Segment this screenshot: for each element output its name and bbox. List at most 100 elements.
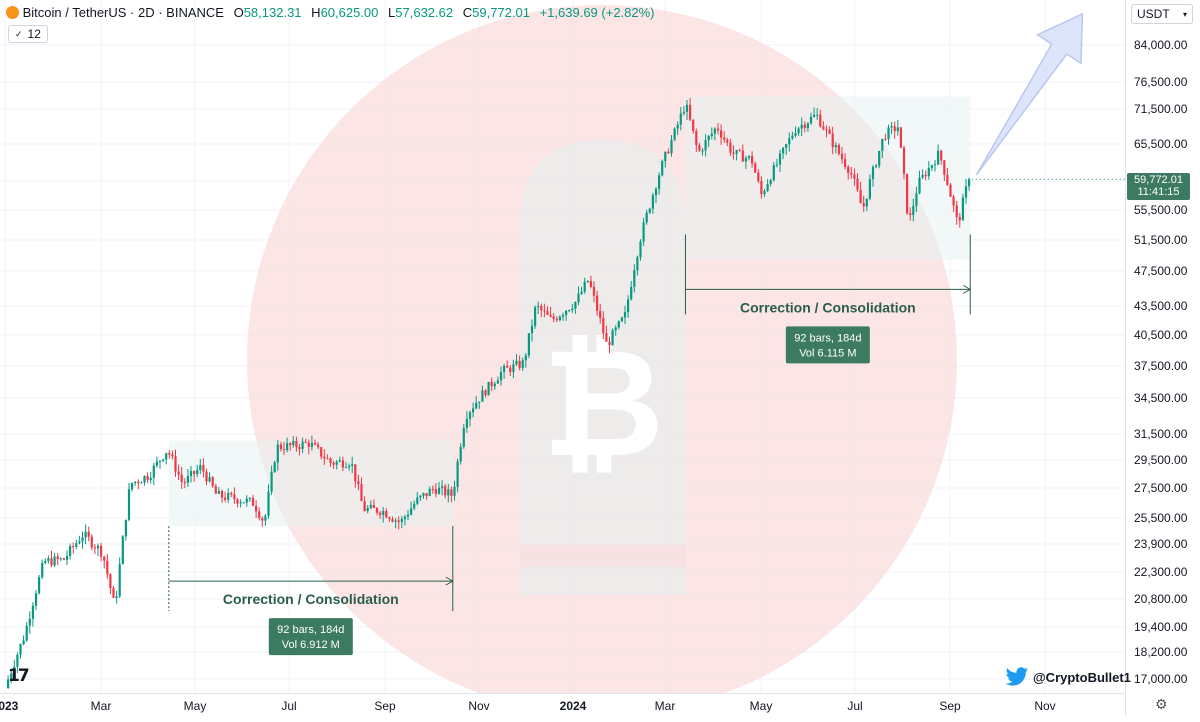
price-tick-label: 84,000.00	[1134, 38, 1188, 52]
time-axis[interactable]: 2023 Mar May Jul Sep Nov 2024 Mar May Jul Sep Nov	[0, 693, 1125, 717]
candle-body	[13, 666, 16, 674]
candle-body	[267, 491, 270, 516]
candle-body	[34, 593, 38, 606]
candle-body	[791, 135, 794, 139]
candle-body	[645, 212, 648, 223]
candle-body	[698, 145, 701, 151]
candle-body	[865, 198, 868, 207]
candle-body	[375, 507, 379, 513]
candle-body	[388, 517, 391, 520]
candle-body	[465, 418, 468, 428]
candle-body	[149, 477, 152, 481]
price-tick-label: 18,200.00	[1134, 645, 1188, 659]
candle-body	[856, 178, 859, 190]
candle-body	[642, 222, 645, 242]
candle-body	[326, 458, 329, 460]
candle-body	[785, 144, 788, 148]
candle-body	[589, 280, 592, 287]
time-tick-label: 2023	[0, 699, 19, 713]
candle-body	[174, 456, 177, 472]
price-tick-label: 22,300.00	[1134, 565, 1188, 579]
candle-body	[19, 644, 22, 655]
candle-body	[844, 159, 847, 167]
candle-body	[546, 311, 549, 315]
candle-body	[565, 310, 568, 316]
candle-body	[230, 493, 233, 495]
settings-gear-icon[interactable]: ⚙	[1155, 696, 1168, 712]
candle-body	[692, 119, 695, 132]
candle-body	[69, 546, 72, 557]
symbol-title[interactable]: Bitcoin / TetherUS · 2D · BINANCE	[22, 5, 224, 20]
candle-body	[837, 145, 840, 154]
candle-body	[397, 520, 400, 523]
chart-pane[interactable]: ₿ Correction / Consolidation 92 bars, 184d…	[0, 0, 1125, 693]
candle-body	[902, 147, 906, 174]
candle-body	[549, 314, 552, 317]
candle-body	[329, 458, 332, 463]
candle-body	[512, 364, 515, 372]
price-axis-labels: 84,000.0076,500.0071,500.0065,500.0059,5…	[1134, 38, 1188, 686]
candle-body	[270, 471, 273, 492]
candle-body	[115, 596, 118, 598]
candle-body	[506, 365, 509, 368]
candle-body	[534, 307, 537, 326]
candle-body	[664, 151, 667, 162]
candle-body	[599, 310, 602, 318]
candle-body	[871, 166, 875, 180]
range-volume-text: Vol 6.115 M	[799, 347, 856, 359]
currency-selector[interactable]: USDT ▾	[1131, 4, 1193, 24]
price-tick-label: 51,500.00	[1134, 233, 1188, 247]
candle-body	[881, 138, 884, 151]
time-tick-label: Sep	[374, 699, 396, 713]
candle-body	[158, 460, 162, 462]
price-tick-label: 43,500.00	[1134, 299, 1188, 313]
candle-body	[286, 443, 289, 451]
candle-body	[292, 440, 295, 446]
candle-body	[53, 556, 56, 566]
price-tick-label: 23,900.00	[1134, 537, 1188, 551]
last-price-value: 59,772.01	[1134, 174, 1183, 186]
candle-body	[168, 453, 171, 455]
candle-body	[893, 126, 896, 132]
price-axis[interactable]: 84,000.0076,500.0071,500.0065,500.0059,5…	[1125, 0, 1200, 716]
candle-body	[344, 467, 348, 469]
high-label: H	[311, 5, 321, 20]
candle-body	[59, 558, 62, 560]
candle-body	[44, 560, 47, 563]
candle-body	[946, 174, 949, 185]
tradingview-logo[interactable]: 17	[8, 666, 30, 686]
candle-body	[949, 184, 952, 197]
price-tick-label: 71,500.00	[1134, 102, 1188, 116]
range-label: Correction / Consolidation	[740, 299, 916, 315]
range-stats-box	[268, 618, 353, 656]
candle-body	[65, 556, 69, 560]
candle-body	[760, 181, 763, 195]
candle-body	[416, 497, 419, 504]
currency-label: USDT	[1137, 7, 1170, 21]
candle-body	[769, 180, 772, 185]
candle-body	[183, 482, 186, 484]
candlestick-chart[interactable]: ₿ Correction / Consolidation 92 bars, 184d…	[0, 0, 1125, 693]
candle-body	[276, 444, 279, 463]
candle-body	[81, 537, 84, 542]
candle-body	[341, 460, 344, 468]
candle-body	[558, 316, 561, 321]
candle-body	[47, 558, 50, 561]
time-tick-label: May	[184, 699, 207, 713]
candle-body	[199, 465, 202, 471]
candle-body	[189, 471, 193, 477]
candle-body	[242, 502, 245, 504]
candle-body	[255, 505, 258, 512]
indicator-toggle[interactable]: ✓ 12	[8, 25, 48, 43]
candle-body	[379, 512, 382, 515]
candle-body	[518, 360, 521, 368]
candle-body	[245, 498, 248, 503]
price-tick-label: 37,500.00	[1134, 359, 1188, 373]
candle-body	[180, 474, 183, 483]
candle-body	[307, 442, 310, 447]
candle-body	[834, 145, 837, 148]
candle-body	[127, 489, 131, 520]
candle-body	[552, 316, 555, 320]
candle-body	[360, 484, 363, 501]
candle-body	[679, 113, 682, 125]
